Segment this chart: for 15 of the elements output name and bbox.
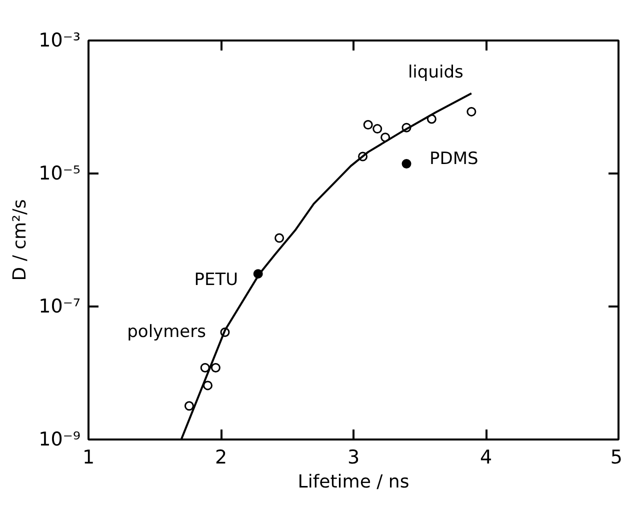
annotation: PETU (194, 270, 238, 290)
y-tick-label: 10⁻⁵ (38, 162, 81, 184)
annotation: PDMS (430, 148, 478, 169)
x-tick-label: 3 (347, 446, 360, 468)
y-tick-label: 10⁻⁷ (38, 296, 81, 318)
x-tick-label: 1 (82, 446, 95, 468)
y-tick-label: 10⁻⁹ (38, 428, 81, 450)
x-axis-title: Lifetime / ns (298, 472, 410, 492)
x-tick-label: 2 (214, 446, 228, 468)
annotation: liquids (408, 62, 464, 82)
x-tick-label: 4 (480, 446, 492, 468)
annotation: polymers (127, 322, 206, 342)
y-tick-label: 10⁻³ (38, 30, 81, 52)
y-axis-title: D / cm²/s (10, 199, 31, 281)
x-tick-label: 5 (610, 446, 622, 468)
